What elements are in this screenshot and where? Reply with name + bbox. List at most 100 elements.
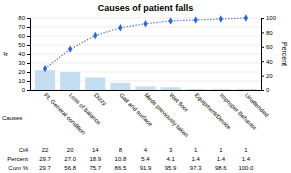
tick: 40 — [261, 59, 273, 65]
tick-mark — [27, 54, 30, 55]
tick-label: Dizzy — [93, 92, 108, 107]
tick-mark — [261, 61, 264, 62]
tick-label: 100 — [266, 15, 277, 21]
tick: Wet floor — [168, 92, 189, 113]
bar — [85, 77, 105, 90]
line — [45, 18, 246, 69]
table-cell: 3 — [169, 147, 173, 153]
grid-line — [30, 36, 261, 37]
tick-label: Wet floor — [168, 92, 189, 113]
tick-label: Meds previously taken — [143, 92, 189, 138]
tick: 100 — [261, 15, 277, 21]
tick-label: 40 — [18, 51, 25, 57]
table-cell: 86.5 — [115, 165, 127, 171]
table: Ct4222014843111Percent29.727.018.910.85.… — [7, 147, 254, 171]
tick-label: 0 — [266, 87, 270, 93]
table-cell: 22 — [42, 147, 49, 153]
tick: 30 — [18, 60, 30, 66]
tick-label: 80 — [18, 15, 25, 21]
tick: 0 — [22, 87, 30, 93]
plot-area — [35, 14, 256, 90]
tick-mark — [261, 18, 264, 19]
table-cell: 1.4 — [192, 156, 201, 162]
marker — [143, 20, 147, 27]
marker — [219, 15, 223, 22]
marker — [118, 24, 122, 31]
y-axis-title: # — [2, 52, 9, 56]
table-cell: 97.3 — [190, 165, 202, 171]
bar — [186, 89, 206, 90]
table-cell: 27.0 — [64, 156, 76, 162]
tick: 80 — [18, 15, 30, 21]
tick-mark — [27, 90, 30, 91]
table-row-label: Percent — [7, 156, 28, 162]
tick-label: 80 — [266, 30, 273, 36]
tick: 70 — [18, 24, 30, 30]
table-row-label: Cum % — [8, 165, 28, 171]
tick: 60 — [18, 33, 30, 39]
tick-mark — [27, 45, 30, 46]
y-axis: 0 10 20 30 40 50 60 70 80 — [18, 15, 30, 93]
marker — [168, 17, 172, 24]
title: Causes of patient falls — [98, 3, 194, 13]
tick-label: 40 — [266, 59, 273, 65]
bar — [161, 87, 181, 90]
table-cell: 29.7 — [39, 156, 51, 162]
table-cell: 20 — [67, 147, 74, 153]
table-cell: 5.4 — [141, 156, 150, 162]
table-cell: 100.0 — [238, 165, 254, 171]
tick: 20 — [261, 73, 273, 79]
line-series — [43, 14, 248, 72]
marker — [43, 65, 47, 72]
tick: Unattended — [244, 92, 270, 118]
marker — [194, 16, 198, 23]
tick: Meds previously taken — [143, 92, 189, 138]
tick-label: 60 — [18, 33, 25, 39]
tick-mark — [261, 32, 264, 33]
grid-line — [30, 45, 261, 46]
table-cell: 1 — [219, 147, 223, 153]
tick-mark — [27, 27, 30, 28]
table-cell: 95.9 — [165, 165, 177, 171]
bar — [135, 86, 155, 90]
table-cell: 29.7 — [39, 165, 51, 171]
x-axis: Pt. General conditionLoss of balanceDizz… — [31, 91, 270, 139]
tick-mark — [27, 81, 30, 82]
table-cell: 56.8 — [64, 165, 76, 171]
tick-label: Unattended — [244, 92, 270, 118]
tick: 80 — [261, 30, 273, 36]
tick: 10 — [18, 78, 30, 84]
axis-line — [31, 90, 262, 91]
marker — [68, 45, 72, 52]
tick: 0 — [261, 87, 270, 93]
tick-label: 70 — [18, 24, 25, 30]
grid-line — [30, 63, 261, 64]
tick: 20 — [18, 69, 30, 75]
bar — [236, 89, 256, 90]
tick-mark — [27, 36, 30, 37]
x-axis-title: Causes — [2, 115, 22, 121]
bar-series — [35, 70, 256, 90]
axis-line — [27, 19, 31, 91]
table-row-label: Ct4 — [19, 147, 29, 153]
table-cell: 91.9 — [140, 165, 152, 171]
tick-label: 0 — [22, 87, 26, 93]
bar — [110, 83, 130, 90]
tick-mark — [27, 72, 30, 73]
marker — [93, 32, 97, 39]
tick: 40 — [18, 51, 30, 57]
tick: Dizzy — [93, 92, 108, 107]
table-cell: 4.1 — [166, 156, 175, 162]
table-cell: 75.7 — [89, 165, 101, 171]
grid — [30, 18, 261, 90]
table-cell: 98.6 — [215, 165, 227, 171]
tick-mark — [27, 63, 30, 64]
tick-label: 10 — [18, 78, 25, 84]
chart: 01020304050607080020406080100Pt. General… — [0, 0, 291, 173]
bar — [211, 89, 231, 90]
table-cell: 1.4 — [217, 156, 226, 162]
tick-label: 50 — [18, 42, 25, 48]
table-cell: 1 — [244, 147, 248, 153]
table-cell: 1.4 — [242, 156, 251, 162]
table-cell: 4 — [144, 147, 148, 153]
